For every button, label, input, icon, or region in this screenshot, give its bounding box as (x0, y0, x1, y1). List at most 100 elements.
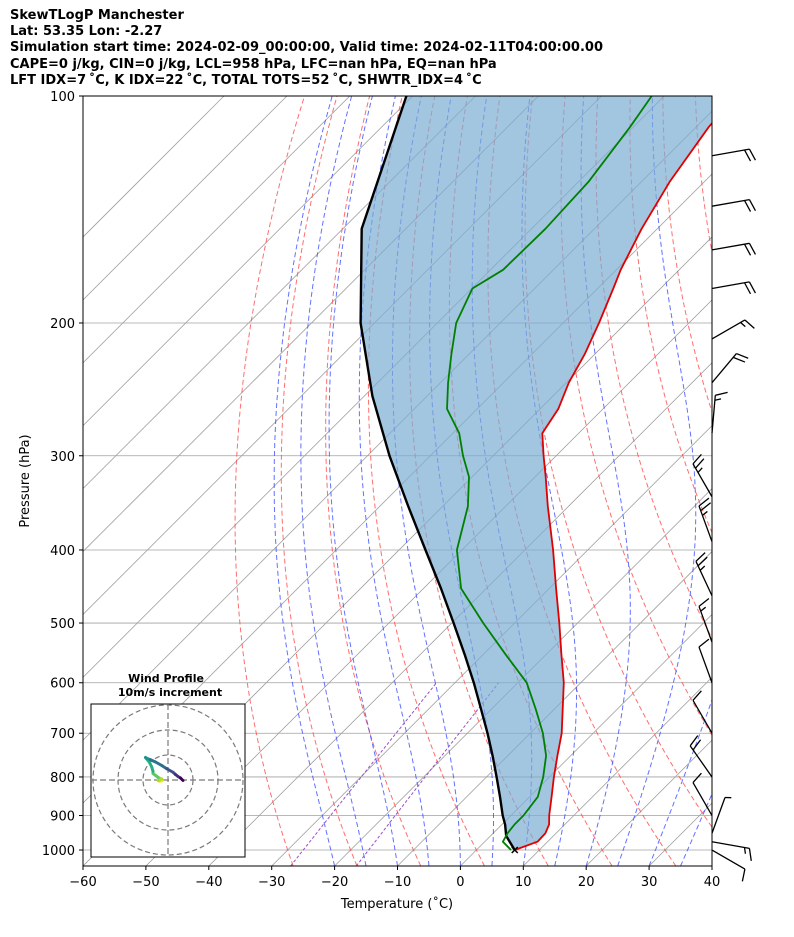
barb-flag (743, 282, 752, 295)
barb-flag (702, 510, 708, 516)
dry-adiabat (728, 96, 794, 866)
isotherm-line (711, 865, 712, 866)
barb-flag (743, 243, 752, 256)
wind-barb (711, 849, 746, 882)
y-tick-label: 700 (50, 727, 75, 742)
dry-adiabat (761, 96, 794, 866)
inset-content (91, 704, 245, 857)
x-tick-label: −60 (69, 875, 96, 890)
dry-adiabat (662, 96, 712, 414)
barb-flag (692, 772, 702, 784)
cin-area (360, 96, 712, 850)
y-tick-label: 800 (50, 771, 75, 786)
dewpoint-line (446, 96, 653, 851)
barb-staff (692, 782, 713, 816)
isotherm-line (523, 676, 712, 866)
wind-barb (711, 198, 757, 212)
barb-staff (692, 463, 713, 498)
barb-staff (711, 242, 750, 251)
dry-adiabat (694, 96, 712, 255)
wind-profile-inset: Wind Profile 10m/s increment (90, 672, 246, 858)
barb-flag (715, 391, 728, 396)
barb-flag (695, 552, 706, 562)
barb-flag (699, 565, 706, 571)
wind-barb (692, 772, 713, 816)
y-tick-label: 400 (50, 544, 75, 559)
wind-barb (698, 497, 713, 542)
wind-barb (711, 281, 757, 295)
barb-flag (695, 458, 705, 469)
wind-barb (711, 148, 757, 162)
isotherm-line (334, 488, 712, 866)
barb-staff (711, 395, 716, 434)
x-tick-label: −10 (384, 875, 411, 890)
barb-flag (732, 356, 746, 363)
barb-staff (711, 849, 746, 870)
isotherm-line (208, 362, 712, 866)
isotherm-line (83, 96, 225, 238)
profile-lines (359, 96, 712, 854)
barb-flag (698, 598, 710, 607)
barb-flag (743, 149, 752, 162)
x-tick-label: 0 (456, 875, 464, 890)
x-tick-label: −30 (258, 875, 285, 890)
barb-staff (711, 353, 737, 384)
barb-flag (697, 556, 708, 567)
wind-barb (698, 598, 713, 643)
barb-staff (711, 148, 750, 157)
isotherm-line (460, 613, 712, 866)
barb-flag (700, 606, 707, 612)
y-tick-label: 900 (50, 810, 75, 825)
barb-staff (692, 699, 713, 734)
y-axis-label: Pressure (hPa) (18, 434, 33, 527)
isotherm-line (83, 96, 288, 301)
location-line: Lat: 53.35 Lon: -2.27 (10, 24, 163, 39)
x-tick-label: 10 (515, 875, 532, 890)
wind-barb (692, 453, 713, 498)
barb-flag (689, 735, 699, 747)
barb-flag (744, 319, 755, 329)
y-tick-label: 600 (50, 677, 75, 692)
y-tick-label: 300 (50, 450, 75, 465)
parcel-profile-line (359, 96, 516, 851)
barb-flag (748, 199, 757, 212)
x-tick-label: −20 (321, 875, 348, 890)
barb-flag (748, 848, 752, 861)
y-tick-label: 100 (50, 90, 75, 105)
barb-flag (748, 281, 757, 294)
barb-staff (711, 841, 750, 849)
isotherm-line (271, 425, 712, 866)
dry-adiabat (234, 96, 305, 866)
barb-flag (692, 690, 702, 701)
indices-line: LFT IDX=7 ˚C, K IDX=22 ˚C, TOTAL TOTS=52… (10, 73, 482, 88)
y-tick-label: 1000 (42, 844, 75, 859)
barb-flag (743, 847, 747, 854)
mixing-ratio-line (355, 682, 499, 866)
inset-subtitle: 10m/s increment (118, 686, 222, 699)
hodograph-segment (179, 776, 185, 782)
x-axis-label: Temperature (˚C) (340, 896, 453, 912)
barb-staff (698, 606, 713, 643)
moist-adiabat (680, 792, 712, 866)
barb-staff (698, 646, 713, 683)
moist-adiabat (300, 96, 367, 866)
isotherm-line (83, 96, 351, 364)
x-tick-label: −40 (195, 875, 222, 890)
moist-adiabat (328, 96, 398, 866)
wind-barb (711, 391, 728, 434)
barb-flag (698, 638, 710, 648)
isotherm-line (83, 96, 413, 427)
barb-flag (743, 200, 752, 212)
y-tick-label: 500 (50, 617, 75, 632)
axis-ticks: −60 −50 −40 −30 −20 −10 0 10 20 30 40 1000 900 800 700… (42, 90, 720, 890)
barb-flag (697, 467, 703, 473)
barb-flag (714, 398, 722, 401)
barb-staff (689, 745, 713, 778)
barb-staff (711, 281, 750, 290)
dry-adiabat (280, 96, 358, 866)
moist-adiabat (273, 96, 336, 866)
wind-barb (695, 552, 713, 597)
x-tick-label: −50 (132, 875, 159, 890)
barb-flag (740, 321, 746, 328)
barb-flag (692, 739, 702, 751)
